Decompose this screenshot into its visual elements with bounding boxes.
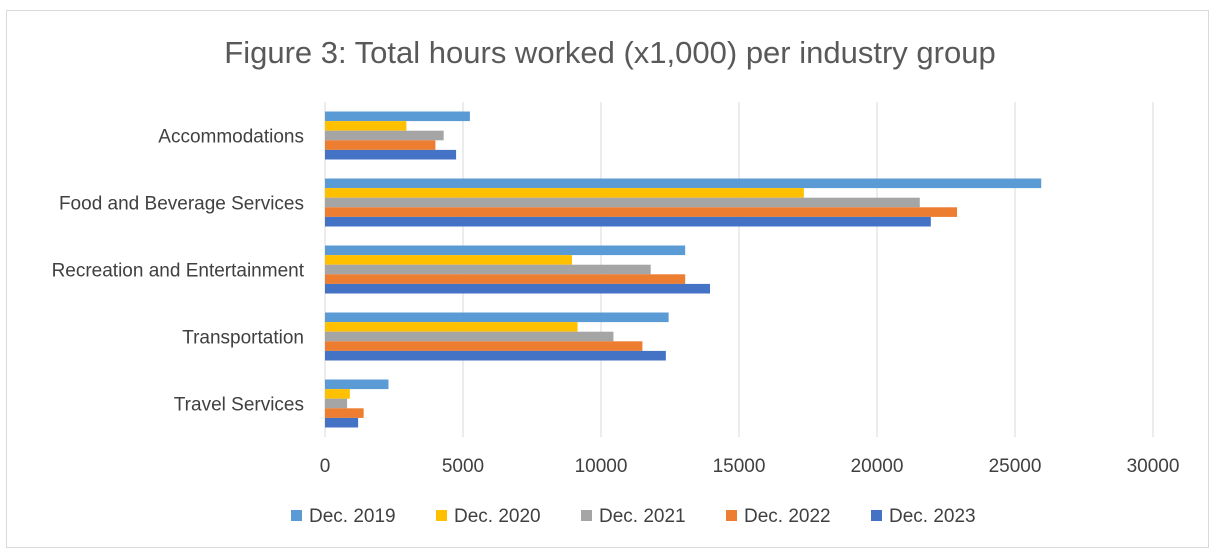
chart-title: Figure 3: Total hours worked (x1,000) pe… [224, 35, 995, 70]
legend-swatch [581, 510, 592, 521]
bar [325, 341, 643, 351]
x-tick-label: 10000 [575, 456, 628, 477]
bar-chart: Figure 3: Total hours worked (x1,000) pe… [52, 35, 1180, 527]
legend-swatch [291, 510, 302, 521]
bar [325, 197, 920, 208]
category-label: Food and Beverage Services [59, 194, 304, 215]
bar [325, 350, 666, 361]
category-label: Recreation and Entertainment [52, 261, 305, 282]
legend-swatch [726, 510, 737, 521]
bar [325, 255, 573, 265]
legend-label: Dec. 2022 [744, 506, 831, 527]
bar [325, 149, 457, 160]
bar [325, 188, 804, 198]
bar [325, 264, 651, 275]
category-label: Travel Services [174, 395, 304, 416]
bar [325, 312, 669, 323]
legend-label: Dec. 2021 [599, 506, 686, 527]
bar [325, 408, 364, 418]
x-tick-label: 20000 [851, 456, 904, 477]
x-tick-label: 30000 [1127, 456, 1180, 477]
legend-label: Dec. 2020 [454, 506, 541, 527]
category-label: Transportation [182, 328, 304, 349]
bar [325, 379, 389, 390]
x-tick-label: 25000 [989, 456, 1042, 477]
bar [325, 283, 711, 294]
bar [325, 121, 407, 131]
x-tick-label: 5000 [442, 456, 484, 477]
legend-label: Dec. 2019 [309, 506, 396, 527]
bar [325, 207, 958, 217]
legend-swatch [436, 510, 447, 521]
bar [325, 322, 578, 332]
bar [325, 216, 931, 227]
bar [325, 331, 614, 342]
bar [325, 398, 348, 409]
bar [325, 274, 686, 284]
bar [325, 111, 470, 122]
bar [325, 140, 436, 150]
x-tick-label: 15000 [713, 456, 766, 477]
bar [325, 245, 686, 256]
bar [325, 178, 1042, 189]
bar [325, 389, 350, 399]
bar [325, 417, 359, 428]
chart-area: Figure 3: Total hours worked (x1,000) pe… [6, 10, 1209, 548]
category-label: Accommodations [158, 127, 304, 148]
legend-swatch [871, 510, 882, 521]
bar [325, 130, 444, 141]
legend-label: Dec. 2023 [889, 506, 976, 527]
x-tick-label: 0 [320, 456, 331, 477]
